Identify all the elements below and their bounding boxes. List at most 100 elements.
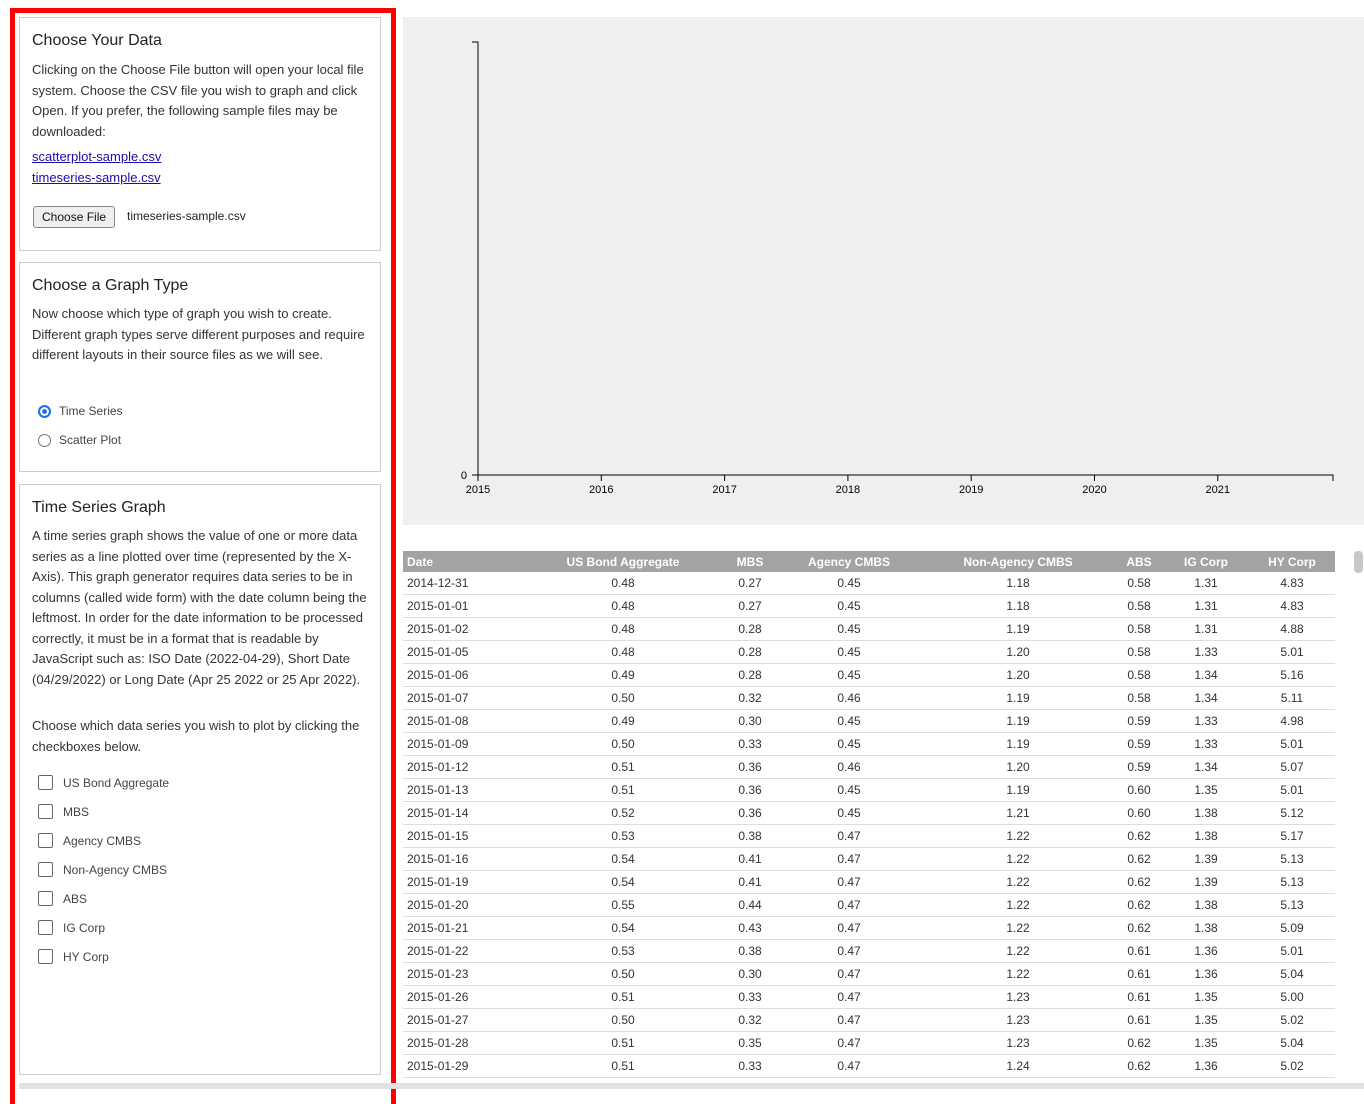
table-cell: 0.30: [723, 709, 777, 733]
checkbox[interactable]: [38, 804, 53, 819]
checkbox[interactable]: [38, 920, 53, 935]
table-cell: 0.51: [523, 755, 723, 779]
radio[interactable]: [38, 433, 51, 447]
table-row: 2015-01-28 0.51 0.35 0.47 1.23 0.62 1.35 5.04: [403, 1031, 1335, 1055]
table-cell: 1.22: [921, 824, 1115, 848]
table-cell: 0.50: [523, 962, 723, 986]
table-cell: 1.38: [1163, 824, 1249, 848]
table-cell: 1.23: [921, 985, 1115, 1009]
checkbox-option[interactable]: Non-Agency CMBS: [38, 862, 167, 877]
table-cell: 2015-01-06: [403, 663, 523, 687]
table-cell: 0.60: [1115, 801, 1163, 825]
table-cell: 1.31: [1163, 617, 1249, 641]
table-cell: 1.39: [1163, 847, 1249, 871]
table-cell: 0.47: [777, 893, 921, 917]
x-tick-label: 2021: [1206, 484, 1230, 496]
table-cell: 0.36: [723, 801, 777, 825]
table-cell: 0.30: [723, 962, 777, 986]
table-cell: 0.58: [1115, 663, 1163, 687]
x-tick-label: 2018: [836, 484, 860, 496]
table-row: 2015-01-06 0.49 0.28 0.45 1.20 0.58 1.34 5.16: [403, 663, 1335, 687]
table-cell: 0.58: [1115, 594, 1163, 618]
table-cell: 0.54: [523, 916, 723, 940]
table-cell: 1.33: [1163, 709, 1249, 733]
table-cell: 0.62: [1115, 893, 1163, 917]
table-cell: 0.45: [777, 663, 921, 687]
checkbox-option[interactable]: Agency CMBS: [38, 833, 141, 848]
table-cell: 0.47: [777, 939, 921, 963]
checkbox-option[interactable]: US Bond Aggregate: [38, 775, 169, 790]
table-cell: 1.19: [921, 709, 1115, 733]
table-cell: 0.47: [777, 916, 921, 940]
table-cell: 1.22: [921, 870, 1115, 894]
scrollbar[interactable]: [1354, 551, 1363, 573]
checkbox-option[interactable]: ABS: [38, 891, 87, 906]
table-row: 2015-01-05 0.48 0.28 0.45 1.20 0.58 1.33 5.01: [403, 640, 1335, 664]
table-cell: 1.39: [1163, 870, 1249, 894]
radio-option[interactable]: Time Series: [38, 404, 123, 418]
checkbox[interactable]: [38, 833, 53, 848]
table-cell: 1.34: [1163, 663, 1249, 687]
sample-link[interactable]: timeseries-sample.csv: [32, 170, 161, 185]
x-tick-label: 2019: [959, 484, 983, 496]
table-cell: 1.36: [1163, 962, 1249, 986]
x-tick-label: 2020: [1082, 484, 1106, 496]
table-cell: 0.47: [777, 847, 921, 871]
table-row: 2015-01-13 0.51 0.36 0.45 1.19 0.60 1.35 5.01: [403, 778, 1335, 802]
table-cell: 0.53: [523, 824, 723, 848]
radio[interactable]: [38, 404, 51, 418]
table-cell: 2015-01-14: [403, 801, 523, 825]
table-row: 2015-01-21 0.54 0.43 0.47 1.22 0.62 1.38 5.09: [403, 916, 1335, 940]
choose-file-button[interactable]: Choose File: [33, 206, 116, 228]
table-cell: 1.22: [921, 893, 1115, 917]
table-cell: 0.49: [523, 663, 723, 687]
table-cell: 0.51: [523, 778, 723, 802]
table-cell: 1.22: [921, 962, 1115, 986]
checkbox-option[interactable]: IG Corp: [38, 920, 105, 935]
table-cell: 0.43: [723, 916, 777, 940]
table-cell: 0.45: [777, 640, 921, 664]
table-cell: 0.50: [523, 732, 723, 756]
checkbox[interactable]: [38, 862, 53, 877]
table-cell: 2015-01-19: [403, 870, 523, 894]
checkbox[interactable]: [38, 891, 53, 906]
sample-link[interactable]: scatterplot-sample.csv: [32, 149, 162, 164]
table-cell: 0.36: [723, 778, 777, 802]
checkbox-label: Non-Agency CMBS: [63, 862, 168, 877]
table-cell: 1.38: [1163, 801, 1249, 825]
checkbox[interactable]: [38, 775, 53, 790]
table-cell: 1.34: [1163, 755, 1249, 779]
table-cell: 0.45: [777, 801, 921, 825]
table-cell: 1.35: [1163, 778, 1249, 802]
table-cell: 1.34: [1163, 686, 1249, 710]
table-cell: 0.45: [777, 778, 921, 802]
table-cell: 5.11: [1249, 686, 1335, 710]
table-cell: 5.01: [1249, 640, 1335, 664]
table-cell: 0.50: [523, 686, 723, 710]
panel-text: Choose which data series you wish to plo…: [32, 718, 360, 754]
table-row: 2015-01-19 0.54 0.41 0.47 1.22 0.62 1.39 5.13: [403, 870, 1335, 894]
table-cell: 2015-01-05: [403, 640, 523, 664]
table-cell: 1.19: [921, 732, 1115, 756]
bottom-bar: [19, 1083, 1364, 1089]
checkbox-option[interactable]: MBS: [38, 804, 89, 819]
checkbox-option[interactable]: HY Corp: [38, 949, 109, 964]
table-cell: 2015-01-07: [403, 686, 523, 710]
checkbox[interactable]: [38, 949, 53, 964]
table-cell: 1.38: [1163, 893, 1249, 917]
table-cell: 5.17: [1249, 824, 1335, 848]
table-row: 2015-01-02 0.48 0.28 0.45 1.19 0.58 1.31 4.88: [403, 617, 1335, 641]
table-cell: 1.38: [1163, 916, 1249, 940]
table-cell: 5.02: [1249, 1008, 1335, 1032]
table-cell: 5.07: [1249, 755, 1335, 779]
table-cell: 0.62: [1115, 916, 1163, 940]
table-cell: 1.31: [1163, 572, 1249, 595]
table-cell: 1.36: [1163, 1054, 1249, 1078]
chart-background: [403, 17, 1364, 525]
table-cell: 0.50: [523, 1008, 723, 1032]
table-cell: 0.54: [523, 847, 723, 871]
table-cell: 4.83: [1249, 572, 1335, 595]
radio-option[interactable]: Scatter Plot: [38, 433, 121, 447]
table-cell: 0.58: [1115, 640, 1163, 664]
